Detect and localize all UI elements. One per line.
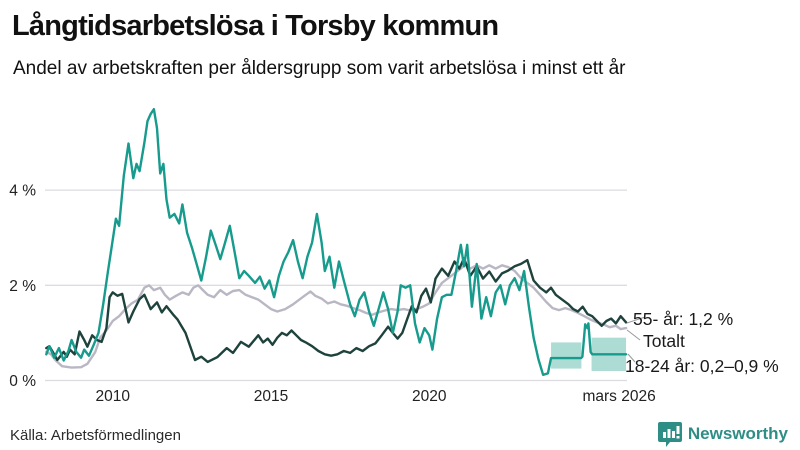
newsworthy-wordmark: Newsworthy [687,424,788,443]
x-tick-label: 2015 [254,388,288,405]
x-tick-label: mars 2026 [582,388,655,405]
label-totalt-leader [626,329,641,341]
label-1824: 18-24 år: 0,2–0,9 % [625,356,779,376]
series-line-55-r [45,257,628,364]
x-tick-label: 2010 [95,388,130,405]
source-note: Källa: Arbetsförmedlingen [10,427,181,444]
page-subtitle: Andel av arbetskraften per åldersgrupp s… [13,58,626,79]
page-title: Långtidsarbetslösa i Torsby kommun [12,10,499,42]
y-tick-label: 2 % [9,278,36,295]
series-line-totalt [45,262,628,369]
y-tick-label: 0 % [9,373,36,390]
label-totalt: Totalt [643,331,685,351]
newsworthy-brand: Newsworthy [657,421,788,447]
y-tick-label: 4 % [9,183,36,200]
uncertainty-band-0 [551,342,582,369]
series-line-18-24-r [45,107,628,376]
newsworthy-logo-icon [657,422,682,447]
label-1824-leader [627,353,636,363]
label-55-leader [626,316,646,324]
label-55: 55- år: 1,2 % [633,309,733,329]
x-tick-label: 2020 [412,388,447,405]
